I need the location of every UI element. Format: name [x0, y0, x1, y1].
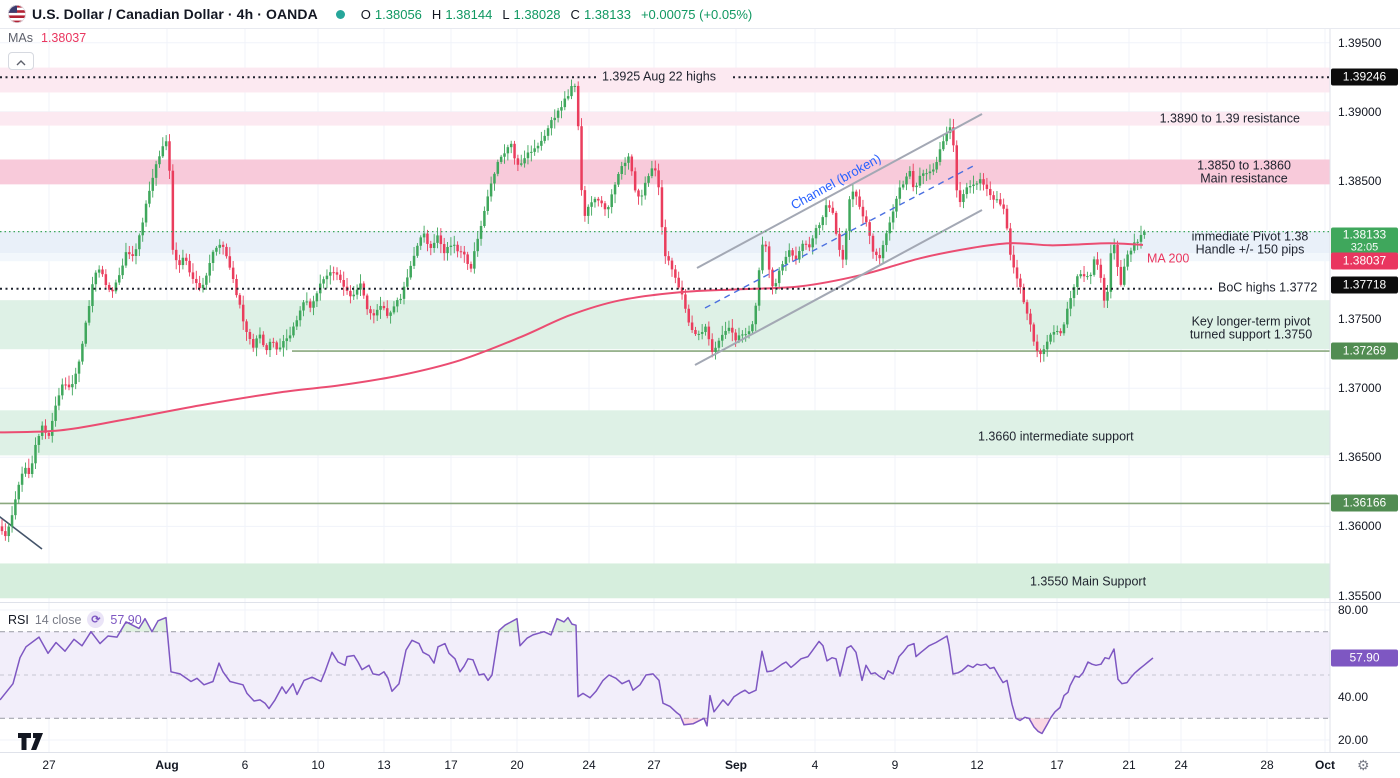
- price-tick: 1.35500: [1338, 588, 1382, 603]
- date-label: 27: [42, 758, 56, 772]
- ma-legend-label: MAs: [8, 31, 33, 45]
- price-badge: 57.90: [1331, 649, 1398, 667]
- date-label: Sep: [724, 758, 748, 772]
- collapse-legend-button[interactable]: [8, 52, 34, 70]
- zone-label-1389-139-resistance[interactable]: 1.3890 to 1.39 resistance: [1159, 111, 1300, 126]
- date-label: 17: [444, 758, 458, 772]
- refresh-icon[interactable]: ⟳: [87, 611, 105, 628]
- price-tick: 1.39500: [1338, 35, 1382, 50]
- price-tick: 1.36000: [1338, 519, 1382, 534]
- rsi-params: 14 close: [34, 612, 82, 627]
- date-label: 10: [311, 758, 325, 772]
- date-label: 21: [1122, 758, 1136, 772]
- dotted-levels: [0, 76, 1330, 290]
- open-value: 1.38056: [374, 6, 422, 22]
- date-label: 6: [241, 758, 249, 772]
- rsi-title: RSI: [8, 612, 29, 627]
- date-label: 27: [647, 758, 661, 772]
- price-tick: 1.37500: [1338, 312, 1382, 327]
- date-label: 17: [1050, 758, 1064, 772]
- zone-label-intermediate-support[interactable]: 1.3660 intermediate support: [978, 429, 1134, 444]
- level-label-aug22-highs[interactable]: 1.3925 Aug 22 highs: [602, 69, 716, 84]
- date-label: 20: [510, 758, 524, 772]
- price-badge: 1.38037: [1331, 252, 1398, 270]
- trendline-left: [0, 516, 43, 550]
- price-badge: 1.37718: [1331, 276, 1398, 294]
- zone-label-main-resistance[interactable]: 1.3850 to 1.3860 Main resistance: [1197, 158, 1291, 186]
- gear-icon[interactable]: ⚙: [1357, 757, 1370, 773]
- last-price-badge: 1.38133 32:05: [1331, 227, 1398, 255]
- pane-separators: [0, 29, 1400, 753]
- date-label: Aug: [155, 758, 179, 772]
- ma200-label[interactable]: MA 200: [1147, 251, 1190, 266]
- open-label: O: [360, 6, 371, 22]
- date-label: 9: [891, 758, 899, 772]
- rsi-value: 57.90: [110, 612, 142, 627]
- price-tick: 1.37000: [1338, 381, 1382, 396]
- symbol-title[interactable]: U.S. Dollar / Canadian Dollar · 4h · OAN…: [32, 6, 318, 22]
- date-label: 12: [970, 758, 984, 772]
- tradingview-logo-icon[interactable]: [18, 733, 44, 755]
- date-label: 28: [1260, 758, 1274, 772]
- zone-label-main-support[interactable]: 1.3550 Main Support: [1030, 574, 1147, 589]
- high-label: H: [431, 6, 442, 22]
- rsi-legend-row: RSI 14 close ⟳ 57.90: [8, 611, 142, 628]
- ma-legend-value: 1.38037: [41, 31, 87, 45]
- chevron-up-icon: [16, 54, 26, 69]
- zone-label-immediate-pivot[interactable]: immediate Pivot 1.38 Handle +/- 150 pips: [1191, 229, 1309, 257]
- support-resistance-zones: [0, 67, 1330, 599]
- channel-drawing: [694, 113, 983, 366]
- price-badge: 1.37269: [1331, 342, 1398, 360]
- change-value: +0.00075 (+0.05%): [640, 6, 753, 22]
- date-label: 24: [582, 758, 596, 772]
- date-label: 4: [811, 758, 819, 772]
- market-status-dot[interactable]: [335, 9, 345, 19]
- date-label: 13: [377, 758, 391, 772]
- price-tick: 1.38500: [1338, 173, 1382, 188]
- close-value: 1.38133: [583, 6, 631, 22]
- level-label-boc-highs[interactable]: BoC highs 1.3772: [1218, 280, 1318, 295]
- close-label: C: [570, 6, 580, 22]
- price-tick: 1.39000: [1338, 104, 1382, 119]
- ohlc-readout: O 1.38056 H 1.38144 L 1.38028 C 1.38133 …: [361, 7, 752, 22]
- rsi-tick: 20.00: [1338, 733, 1369, 747]
- ma200-line: [0, 242, 1144, 434]
- ma-legend-row: MAs 1.38037: [8, 31, 86, 45]
- price-tick: 1.36500: [1338, 450, 1382, 465]
- date-label: 24: [1174, 758, 1188, 772]
- price-badge: 1.39246: [1331, 68, 1398, 86]
- candles-layer: [0, 79, 1146, 543]
- high-value: 1.38144: [445, 6, 493, 22]
- usdcad-flag-icon: [8, 5, 26, 23]
- rsi-tick: 40.00: [1338, 689, 1369, 704]
- date-label: Oct: [1314, 758, 1336, 772]
- low-value: 1.38028: [513, 6, 561, 22]
- low-label: L: [502, 6, 510, 22]
- rsi-pane: [0, 616, 1330, 735]
- zone-label-key-pivot[interactable]: Key longer-term pivot turned support 1.3…: [1189, 314, 1313, 342]
- price-badge: 1.36166: [1331, 494, 1398, 512]
- rsi-tick: 80.00: [1338, 603, 1369, 617]
- chart-header: U.S. Dollar / Canadian Dollar · 4h · OAN…: [0, 0, 1400, 29]
- level-lines: [0, 350, 1330, 550]
